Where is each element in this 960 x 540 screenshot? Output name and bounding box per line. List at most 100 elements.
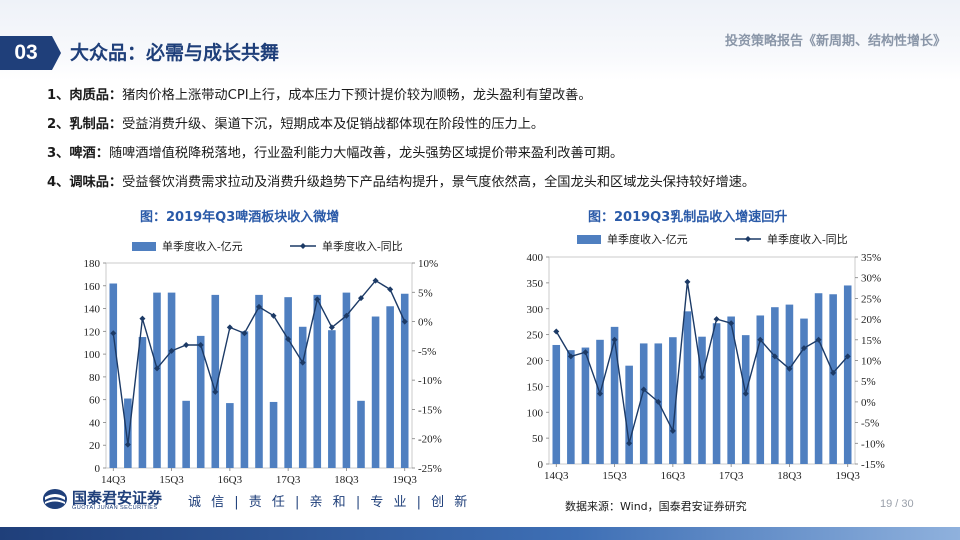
yoy-point-marker [372, 277, 379, 284]
beer-revenue-chart: 0 20 40 60 80 100 120 140 160 180 -25% -20% -15% -10%… [84, 239, 442, 486]
yoy-point-marker [401, 318, 408, 325]
revenue-bar [211, 294, 220, 468]
y-right-tick-label: 0% [861, 397, 876, 409]
yoy-point-marker [757, 336, 764, 343]
y-left-tick-label: 0 [95, 463, 101, 475]
revenue-bar [843, 285, 852, 464]
yoy-point-marker [801, 345, 807, 352]
section-number-badge: 03 [0, 36, 52, 70]
yoy-point-marker [582, 349, 589, 356]
revenue-bar [800, 318, 808, 464]
x-tick-label: 14Q3 [544, 470, 569, 482]
y-right-tick-label: 35% [861, 252, 881, 264]
yoy-point-marker [669, 427, 676, 434]
yoy-point-marker [844, 353, 851, 360]
y-right-tick-label: 5% [861, 376, 876, 388]
yoy-point-marker [771, 353, 778, 360]
revenue-bar [698, 336, 706, 464]
yoy-point-marker [713, 316, 720, 323]
y-left-tick-label: 100 [84, 349, 101, 361]
bullet-label: 4、调味品： [47, 175, 123, 190]
bullet-label: 2、乳制品： [47, 117, 123, 132]
legend-bar-label: 单季度收入-亿元 [162, 239, 243, 253]
report-title: 投资策略报告《新周期、结构性增长》 [724, 34, 946, 49]
bullet-label: 3、啤酒： [47, 146, 109, 161]
yoy-point-marker [387, 286, 394, 293]
y-left-tick-label: 250 [527, 330, 544, 342]
bullet-item: 2、乳制品：受益消费升级、渠道下沉，短期成本及促销战都体现在阶段性的压力上。 [47, 115, 544, 135]
yoy-point-marker [358, 295, 364, 302]
y-right-tick-label: 20% [861, 314, 881, 326]
revenue-bar [771, 307, 779, 464]
yoy-point-marker [830, 369, 837, 376]
legend-line-marker [745, 236, 751, 242]
yoy-point-marker [597, 390, 603, 397]
yoy-point-marker [699, 374, 705, 381]
yoy-point-marker [611, 336, 618, 343]
right-figure-title: 图：2019Q3乳制品收入增速回升 [588, 210, 788, 225]
y-right-tick-label: -5% [418, 346, 436, 358]
revenue-bar [669, 337, 677, 464]
x-tick-label: 17Q3 [276, 474, 301, 486]
yoy-point-marker [553, 328, 560, 335]
revenue-bar [727, 316, 735, 464]
revenue-bar [269, 401, 278, 468]
yoy-point-marker [241, 330, 248, 337]
yoy-point-marker [626, 440, 633, 447]
revenue-bar [829, 294, 837, 464]
header-band [0, 0, 960, 80]
x-tick-label: 16Q3 [661, 470, 686, 482]
bullet-item: 1、肉质品：猪肉价格上涨带动CPI上行，成本压力下预计提价较为顺畅，龙头盈利有望… [47, 86, 592, 106]
legend-line-label: 单季度收入-同比 [322, 239, 403, 253]
revenue-bar [196, 335, 205, 468]
yoy-point-marker [742, 390, 749, 397]
legend-bar-label: 单季度收入-亿元 [607, 232, 688, 246]
revenue-bar [610, 326, 619, 464]
y-right-tick-label: -15% [418, 404, 442, 416]
yoy-point-marker [314, 296, 321, 303]
yoy-point-marker [655, 398, 662, 405]
y-left-tick-label: 50 [532, 433, 544, 445]
company-logo-icon [43, 489, 67, 509]
revenue-bar [298, 326, 307, 468]
yoy-point-marker [640, 386, 647, 393]
y-right-tick-label: 10% [418, 258, 438, 270]
x-tick-label: 19Q3 [835, 470, 860, 482]
bullet-text: 受益消费升级、渠道下沉，短期成本及促销战都体现在阶段性的压力上。 [122, 117, 545, 132]
revenue-bar [639, 343, 648, 464]
y-left-tick-label: 100 [527, 407, 544, 419]
legend-line-label: 单季度收入-同比 [767, 232, 848, 246]
y-left-tick-label: 20 [89, 440, 101, 452]
revenue-bar [814, 293, 823, 464]
y-right-tick-label: -15% [861, 459, 885, 471]
yoy-point-marker [139, 315, 146, 322]
y-right-tick-label: -25% [418, 463, 442, 475]
company-slogan: 诚 信 | 责 任 | 亲 和 | 专 业 | 创 新 [188, 495, 471, 510]
y-left-tick-label: 180 [84, 258, 101, 270]
y-left-tick-label: 0 [538, 459, 544, 471]
revenue-bar [625, 365, 633, 464]
yoy-point-marker [285, 336, 292, 343]
bullet-text: 猪肉价格上涨带动CPI上行，成本压力下预计提价较为顺畅，龙头盈利有望改善。 [122, 88, 592, 103]
yoy-point-marker [328, 324, 335, 331]
section-title: 大众品：必需与成长共舞 [70, 42, 280, 64]
revenue-bar [741, 335, 750, 464]
revenue-bar [371, 316, 380, 468]
y-left-tick-label: 150 [527, 381, 544, 393]
revenue-bar [167, 292, 176, 468]
yoy-point-marker [270, 312, 277, 319]
page-number: 19 / 30 [880, 498, 914, 510]
bullet-item: 4、调味品：受益餐饮消费需求拉动及消费升级趋势下产品结构提升，景气度依然高，全国… [47, 173, 755, 193]
revenue-bar [226, 403, 234, 468]
y-right-tick-label: -10% [418, 375, 442, 387]
yoy-point-marker [154, 365, 160, 372]
y-left-tick-label: 350 [527, 278, 544, 290]
y-right-tick-label: 10% [861, 356, 881, 368]
y-left-tick-label: 40 [89, 417, 101, 429]
revenue-bar [785, 304, 794, 464]
yoy-point-marker [299, 359, 306, 366]
x-tick-label: 16Q3 [218, 474, 243, 486]
y-right-tick-label: -10% [861, 438, 885, 450]
legend-bar-swatch [577, 235, 601, 244]
revenue-bar [284, 297, 292, 468]
